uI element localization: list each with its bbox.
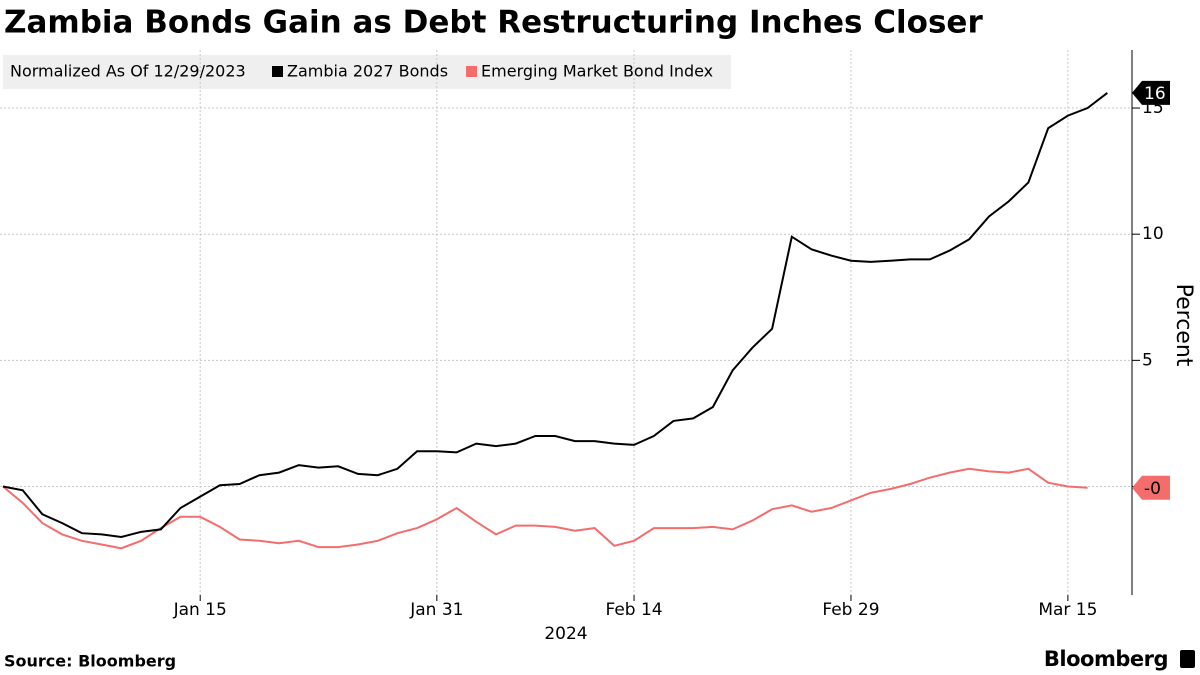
x-tick-label: Feb 14 xyxy=(605,600,662,620)
end-label: -0 xyxy=(1144,479,1161,499)
brand-icon xyxy=(1180,650,1195,668)
y-tick-label: 10 xyxy=(1142,224,1164,244)
series-line xyxy=(2,92,1108,539)
x-tick-label: Jan 31 xyxy=(409,600,463,620)
end-tag xyxy=(1132,80,1170,105)
legend-label: Zambia 2027 Bonds xyxy=(287,62,448,81)
y-tick-label: 5 xyxy=(1142,350,1153,370)
legend-title: Normalized As Of 12/29/2023 xyxy=(10,62,246,81)
x-tick-label: Jan 15 xyxy=(173,600,227,620)
end-label: 16 xyxy=(1144,84,1166,104)
x-tick-label: Feb 29 xyxy=(822,600,879,620)
legend-box xyxy=(3,55,731,89)
source: Source: Bloomberg xyxy=(4,652,176,671)
y-axis-label: Percent xyxy=(1171,284,1196,367)
legend-swatch xyxy=(466,66,478,77)
legend-label: Emerging Market Bond Index xyxy=(481,62,713,81)
legend-swatch xyxy=(272,66,283,77)
x-axis-label: 2024 xyxy=(544,624,587,644)
brand: Bloomberg xyxy=(1044,647,1168,671)
series-line xyxy=(2,467,1088,550)
chart-title: Zambia Bonds Gain as Debt Restructuring … xyxy=(4,5,983,41)
x-tick-label: Mar 15 xyxy=(1038,600,1097,620)
end-tag xyxy=(1132,475,1170,500)
